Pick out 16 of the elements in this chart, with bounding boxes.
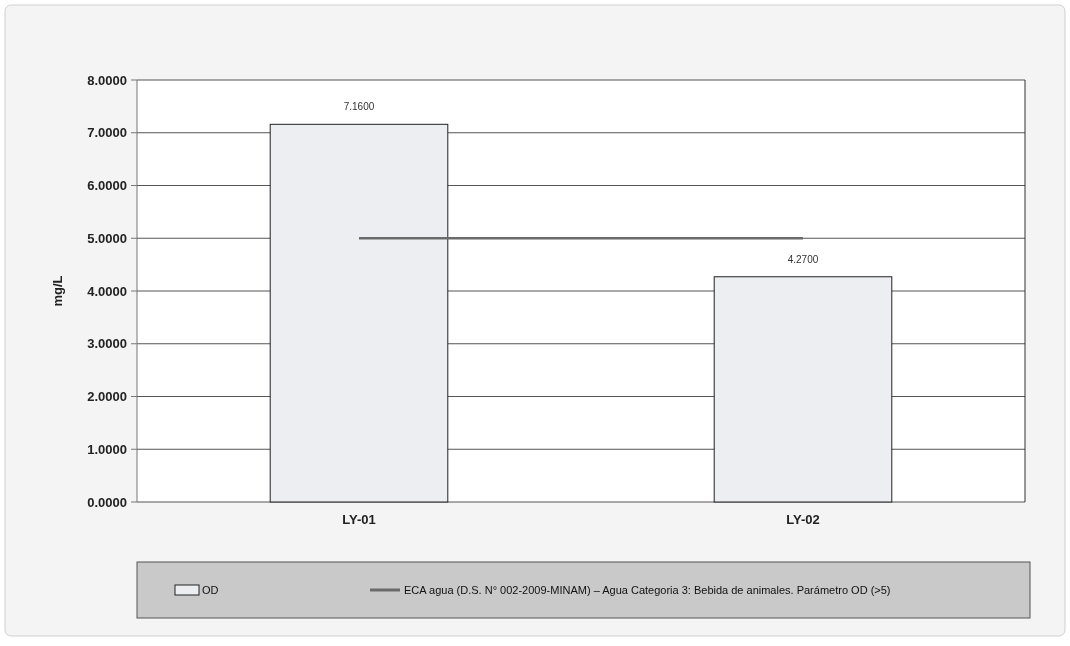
data-label: 7.1600	[343, 101, 375, 113]
y-tick-label: 1.0000	[87, 441, 127, 457]
legend-label: ECA agua (D.S. N° 002-2009-MINAM) – Agua Categoria 3: Bebida de animales. Parámetro OD (>5)	[404, 583, 891, 596]
y-tick-label: 2.0000	[87, 389, 127, 405]
y-tick-label: 8.0000	[87, 72, 127, 88]
data-label: 4.2700	[787, 253, 819, 265]
y-tick-label: 7.0000	[87, 125, 127, 141]
y-axis-title: mg/L	[50, 275, 65, 307]
x-tick-label: LY-02	[786, 512, 820, 527]
y-tick-label: 6.0000	[87, 178, 127, 194]
y-tick-label: 0.0000	[87, 494, 127, 510]
y-tick-label: 5.0000	[87, 230, 127, 246]
legend-label: OD	[202, 583, 219, 596]
y-tick-label: 3.0000	[87, 336, 127, 352]
x-tick-label: LY-01	[342, 512, 376, 527]
y-tick-label: 4.0000	[87, 283, 127, 299]
